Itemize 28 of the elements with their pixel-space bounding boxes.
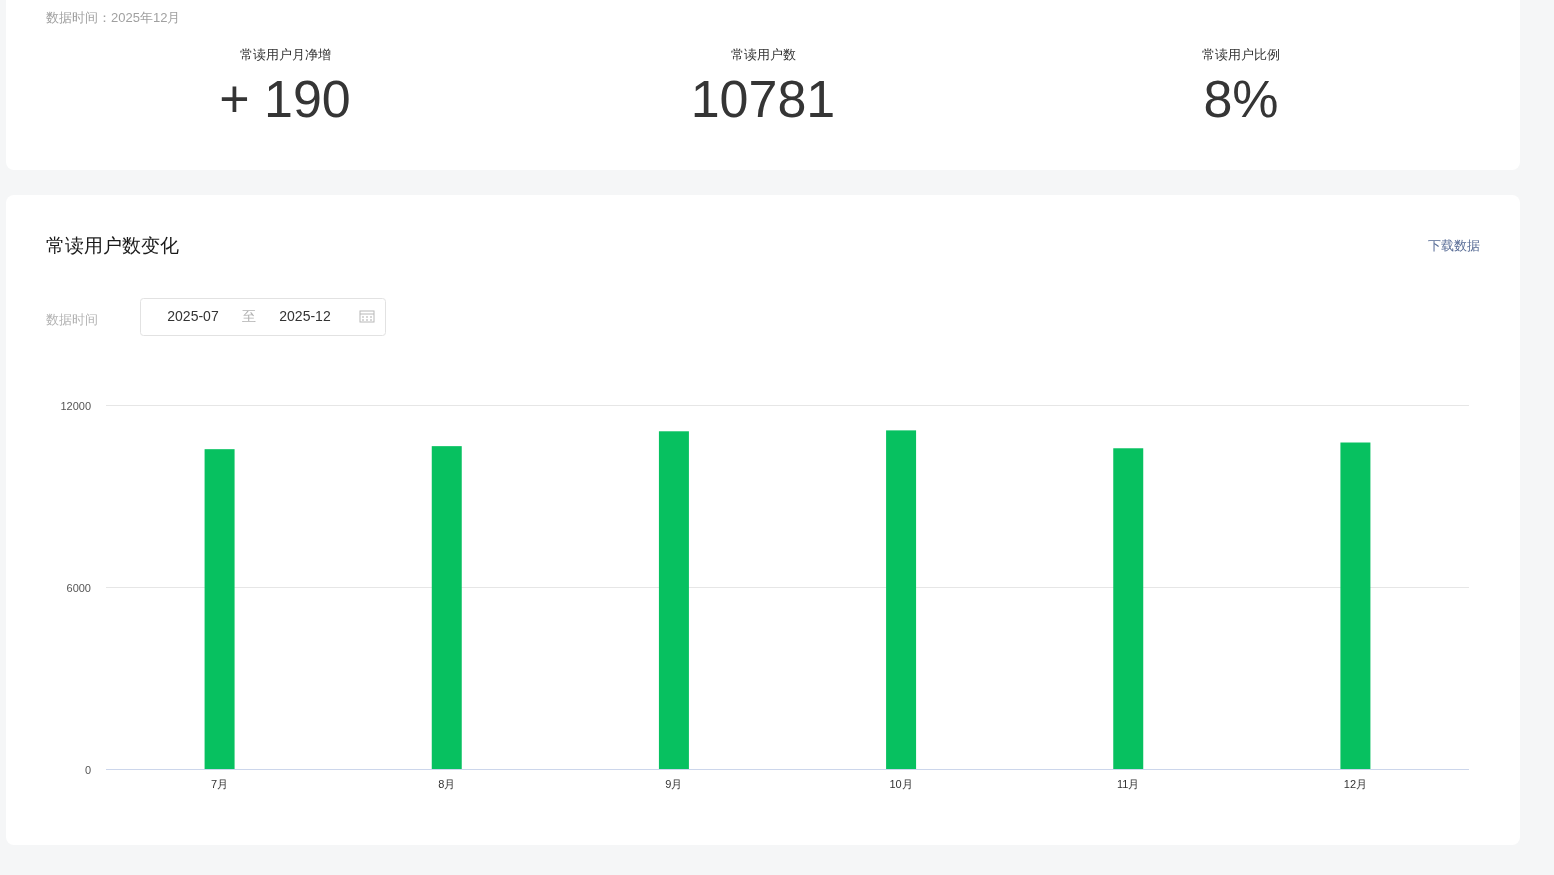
text: 下载数据	[1428, 237, 1480, 253]
text: 10781	[690, 70, 836, 128]
text: 至	[242, 308, 256, 324]
bar	[886, 430, 917, 770]
chart-title: 常读用户数变化	[46, 234, 179, 256]
bar	[658, 431, 689, 770]
text: 数据时间	[46, 311, 98, 327]
category-label: 常读用户数	[730, 46, 796, 62]
y-tick-label: 6000	[66, 581, 91, 594]
text: 2025-12	[279, 308, 331, 324]
category-label: 常读用户比例	[1202, 46, 1280, 62]
bar	[1340, 442, 1371, 770]
bar	[1113, 448, 1144, 770]
x-tick-label: 8月	[438, 778, 456, 790]
x-tick-label: 7月	[211, 778, 229, 790]
bar	[431, 446, 462, 770]
y-tick-label: 12000	[60, 399, 91, 412]
category-label: 常读用户月净增	[239, 46, 331, 62]
x-tick-label: 12月	[1343, 778, 1368, 790]
x-tick-label: 11月	[1117, 778, 1140, 790]
x-tick-label: 9月	[665, 778, 683, 790]
x-tick-label: 10月	[889, 778, 913, 790]
text: 数据时间：2025年12月	[46, 9, 181, 25]
text: 2025-07	[167, 308, 219, 324]
text: 8%	[1203, 70, 1279, 128]
y-tick-label: 0	[84, 763, 91, 776]
bar	[204, 449, 235, 770]
text: + 190	[219, 70, 351, 128]
